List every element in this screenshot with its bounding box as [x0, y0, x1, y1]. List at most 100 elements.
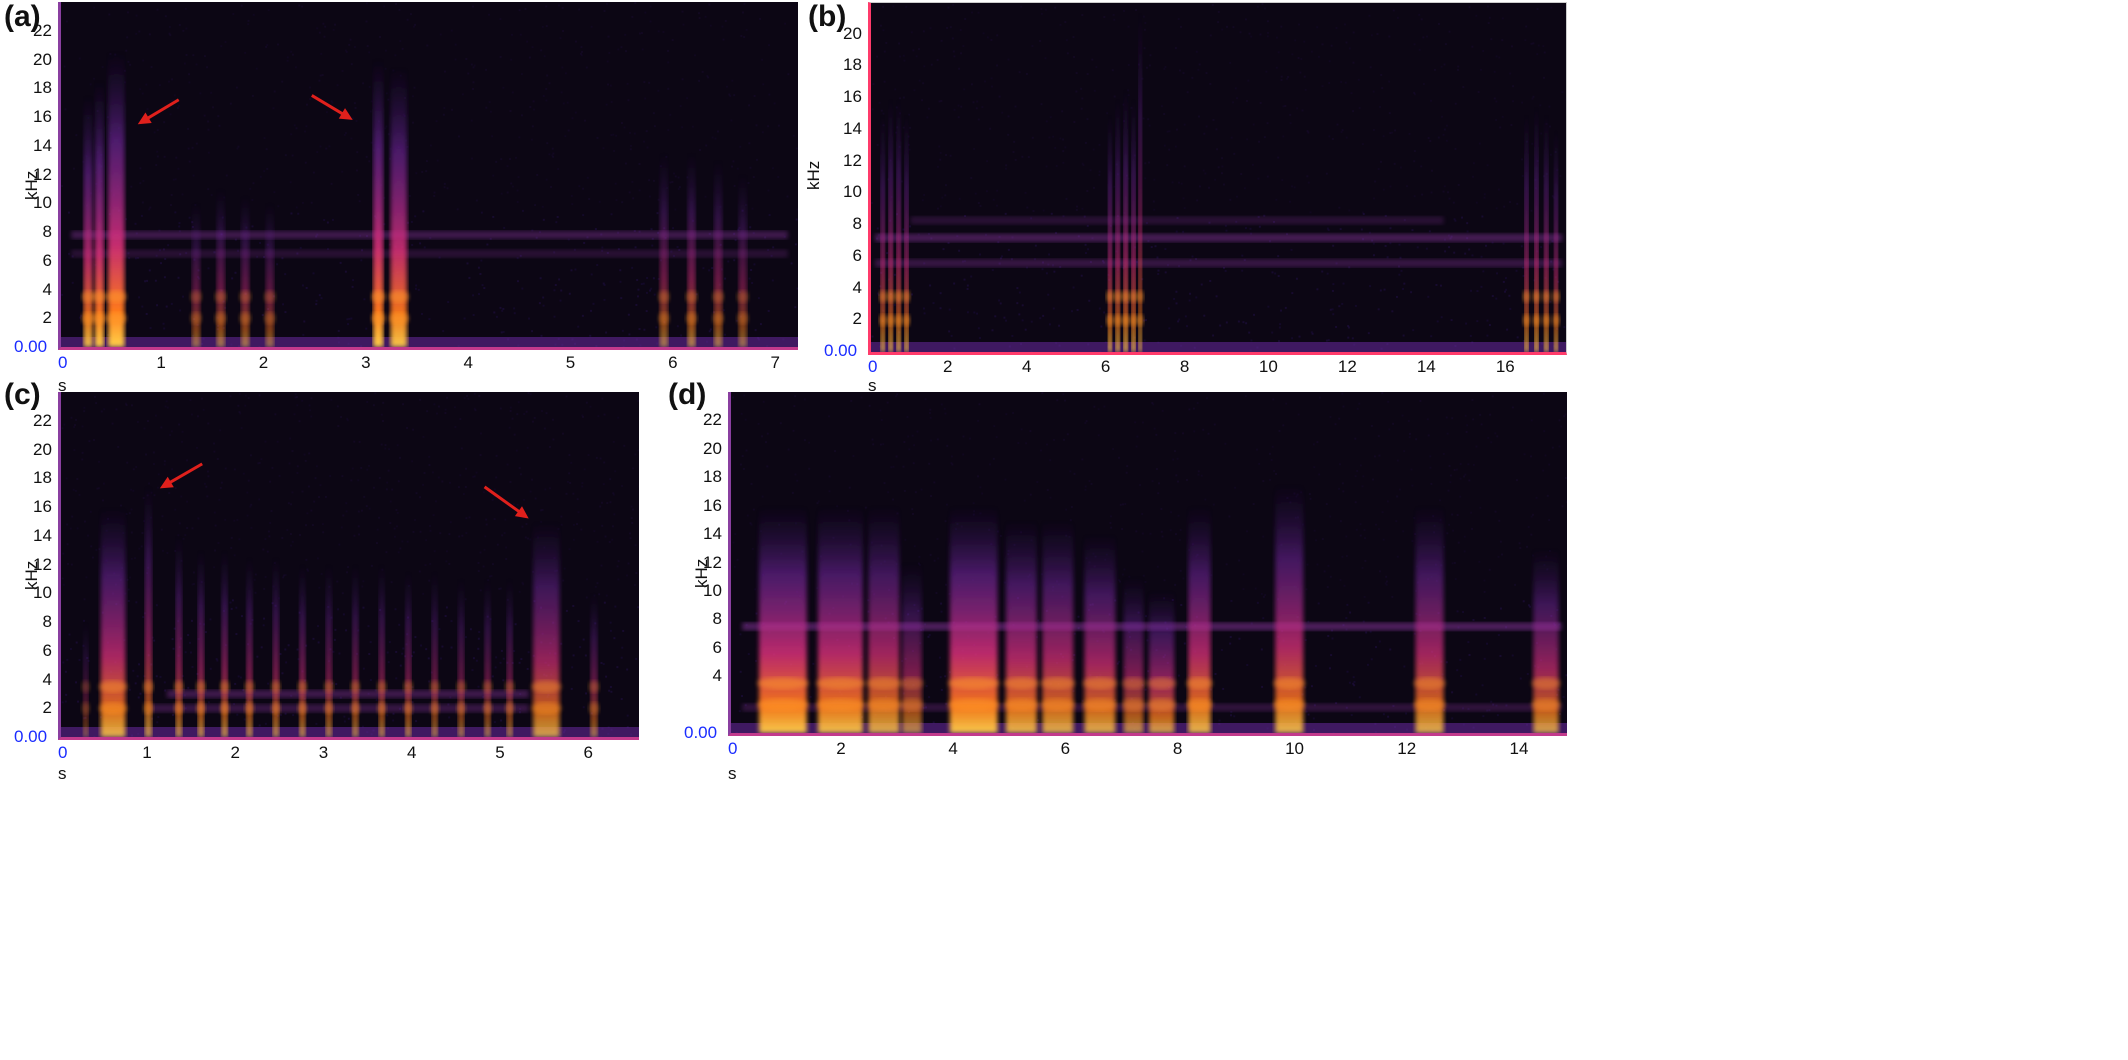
harmonic-spot: [106, 312, 127, 325]
y-tick-label: 18: [33, 468, 52, 488]
harmonic-spot: [757, 677, 809, 690]
x-tick-label: 5: [565, 353, 576, 372]
harmonic-spot: [1273, 698, 1306, 711]
harmonic-spot: [1136, 314, 1144, 327]
harmonic-spot: [371, 312, 386, 325]
x-tick-label: 6: [668, 353, 678, 372]
spectrogram-c: [58, 392, 639, 740]
call-element: [902, 562, 922, 733]
y-tick-label: 8: [852, 214, 862, 234]
harmonic-spot: [403, 702, 414, 715]
call-element: [506, 578, 513, 737]
y-tick-label: 16: [703, 495, 722, 515]
harmonic-spot: [712, 312, 725, 325]
harmonic-spot: [214, 312, 227, 325]
harmonic-spot: [1113, 314, 1122, 327]
harmonic-spot: [1121, 698, 1146, 711]
harmonic-spot: [1136, 290, 1144, 303]
y-tick-label: 20: [33, 439, 52, 459]
harmonic-spot: [886, 290, 895, 303]
call-element: [83, 622, 89, 737]
call-element: [1524, 114, 1529, 352]
harmonic-spot: [190, 290, 203, 303]
call-element: [144, 485, 152, 737]
harmonic-spot: [214, 290, 227, 303]
call-element: [1115, 98, 1120, 352]
harmonic-spot: [1082, 698, 1118, 711]
annotation-arrowhead: [338, 108, 353, 120]
call-element: [896, 98, 901, 352]
call-element: [1554, 129, 1559, 352]
harmonic-spot: [98, 702, 128, 715]
harmonic-spot: [757, 698, 809, 711]
harmonic-spot: [239, 312, 252, 325]
x-tick-label: 5: [495, 743, 505, 762]
harmonic-spot: [429, 680, 440, 693]
noise-band: [166, 689, 529, 698]
harmonic-spot: [81, 312, 95, 325]
harmonic-spot: [429, 702, 440, 715]
call-element: [108, 52, 125, 347]
y-tick-label: 10: [843, 182, 862, 202]
x-tick-label: 14: [1509, 739, 1529, 758]
y-tick-label: 20: [703, 438, 722, 458]
spectrogram-canvas: [61, 2, 798, 347]
y-tick-label: 4: [712, 666, 722, 686]
call-element: [1534, 106, 1539, 352]
call-element: [272, 557, 279, 737]
harmonic-spot: [297, 680, 308, 693]
x-tick-label: 14: [1416, 357, 1436, 376]
x-axis-label: s: [868, 376, 877, 395]
y-tick-label: 0.00: [14, 337, 48, 356]
y-tick-label: 20: [843, 23, 862, 43]
y-tick-label: 20: [33, 49, 52, 69]
x-tick-label: 2: [836, 739, 846, 758]
call-element: [949, 505, 998, 733]
harmonic-spot: [388, 290, 409, 303]
harmonic-spot: [878, 314, 887, 327]
y-tick-label: 6: [712, 637, 722, 657]
noise-band: [910, 216, 1444, 225]
x-tick-label: 2: [942, 357, 953, 376]
y-tick-label: 18: [843, 55, 862, 75]
call-element: [265, 203, 274, 347]
harmonic-spot: [504, 702, 515, 715]
y-tick-label: 22: [33, 20, 52, 40]
x-tick-label: 7: [770, 353, 780, 372]
y-tick-label: 2: [852, 309, 862, 329]
harmonic-spot: [482, 702, 493, 715]
annotation-arrow: [143, 98, 180, 122]
call-element: [868, 505, 900, 733]
noise-band: [71, 249, 788, 258]
y-tick-label: 18: [33, 78, 52, 98]
call-element: [590, 593, 598, 737]
harmonic-spot: [1531, 677, 1561, 690]
call-element: [94, 81, 104, 347]
call-element: [904, 114, 909, 352]
y-tick-label: 14: [33, 525, 52, 545]
y-tick-label: 0.00: [684, 723, 718, 742]
harmonic-spot: [1003, 698, 1039, 711]
call-element: [714, 160, 723, 347]
harmonic-spot: [1121, 677, 1146, 690]
call-element: [1149, 590, 1175, 733]
call-element: [1042, 519, 1074, 733]
spectrogram-canvas: [871, 3, 1566, 352]
y-axis-label: kHz: [804, 160, 823, 190]
call-element: [175, 535, 182, 737]
harmonic-spot: [1113, 290, 1122, 303]
call-element: [325, 564, 332, 737]
harmonic-spot: [504, 680, 515, 693]
harmonic-spot: [685, 290, 698, 303]
harmonic-spot: [376, 702, 387, 715]
harmonic-spot: [190, 312, 203, 325]
harmonic-spot: [1147, 698, 1177, 711]
call-element: [1005, 519, 1037, 733]
panel-label: (b): [808, 0, 847, 33]
call-element: [1138, 10, 1142, 352]
harmonic-spot: [947, 698, 1000, 711]
x-tick-label: 10: [1258, 357, 1278, 376]
call-element: [817, 505, 863, 733]
y-tick-label: 8: [42, 612, 52, 631]
y-tick-label: 12: [703, 552, 722, 572]
